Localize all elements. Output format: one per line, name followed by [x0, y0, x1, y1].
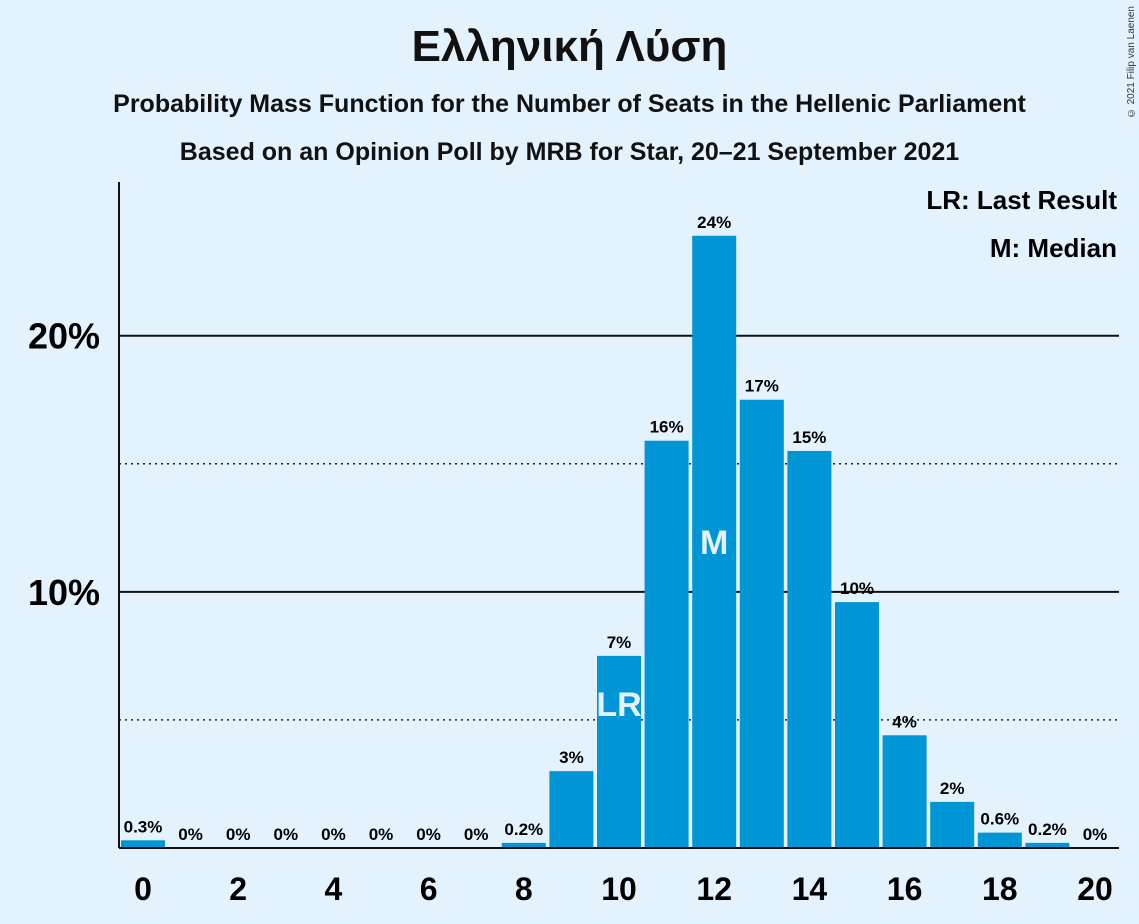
x-tick-label: 8 [515, 871, 533, 907]
x-tick-label: 4 [325, 871, 343, 907]
x-tick-label: 16 [887, 871, 923, 907]
legend-entry: LR: Last Result [926, 185, 1117, 215]
bar-18 [977, 832, 1022, 848]
data-label-19: 0.2% [1028, 820, 1067, 839]
last-result-marker: LR [596, 686, 641, 724]
data-label-2: 0% [226, 825, 251, 844]
data-label-13: 17% [745, 377, 779, 396]
data-label-10: 7% [607, 633, 632, 652]
data-label-12: 24% [697, 213, 731, 232]
bar-9 [549, 771, 594, 848]
bar-11 [644, 440, 689, 848]
data-label-11: 16% [650, 418, 684, 437]
data-label-16: 4% [892, 712, 917, 731]
x-tick-label: 20 [1077, 871, 1113, 907]
chart-subtitle-2: Based on an Opinion Poll by MRB for Star… [179, 138, 960, 166]
data-label-4: 0% [321, 825, 346, 844]
x-tick-label: 6 [420, 871, 438, 907]
bar-12 [692, 235, 737, 849]
bar-19 [1025, 842, 1070, 848]
data-label-15: 10% [840, 579, 874, 598]
x-tick-label: 10 [601, 871, 637, 907]
data-label-0: 0.3% [124, 817, 163, 836]
median-marker: M [700, 524, 728, 562]
data-label-20: 0% [1083, 825, 1108, 844]
data-label-8: 0.2% [504, 820, 543, 839]
x-tick-label: 2 [229, 871, 247, 907]
x-tick-label: 18 [982, 871, 1018, 907]
data-label-9: 3% [559, 748, 584, 767]
chart-title: Ελληνική Λύση [411, 22, 728, 71]
x-tick-label: 14 [792, 871, 828, 907]
bar-8 [501, 842, 546, 848]
data-label-1: 0% [178, 825, 203, 844]
x-tick-label: 12 [696, 871, 732, 907]
data-label-18: 0.6% [980, 810, 1019, 829]
legend-entry: M: Median [990, 233, 1117, 263]
y-tick-label: 10% [28, 572, 100, 613]
data-label-14: 15% [792, 428, 826, 447]
y-tick-label: 20% [28, 316, 100, 357]
bar-10 [597, 655, 641, 848]
bar-16 [882, 735, 927, 848]
bar-14 [787, 450, 832, 848]
data-label-5: 0% [369, 825, 394, 844]
bar-17 [930, 801, 975, 848]
data-label-7: 0% [464, 825, 489, 844]
data-label-3: 0% [274, 825, 299, 844]
chart-subtitle-1: Probability Mass Function for the Number… [113, 90, 1026, 118]
data-label-17: 2% [940, 779, 965, 798]
bar-15 [835, 602, 879, 848]
x-tick-label: 0 [134, 871, 152, 907]
bar-0 [121, 840, 165, 848]
bar-13 [739, 399, 784, 848]
data-label-6: 0% [416, 825, 441, 844]
